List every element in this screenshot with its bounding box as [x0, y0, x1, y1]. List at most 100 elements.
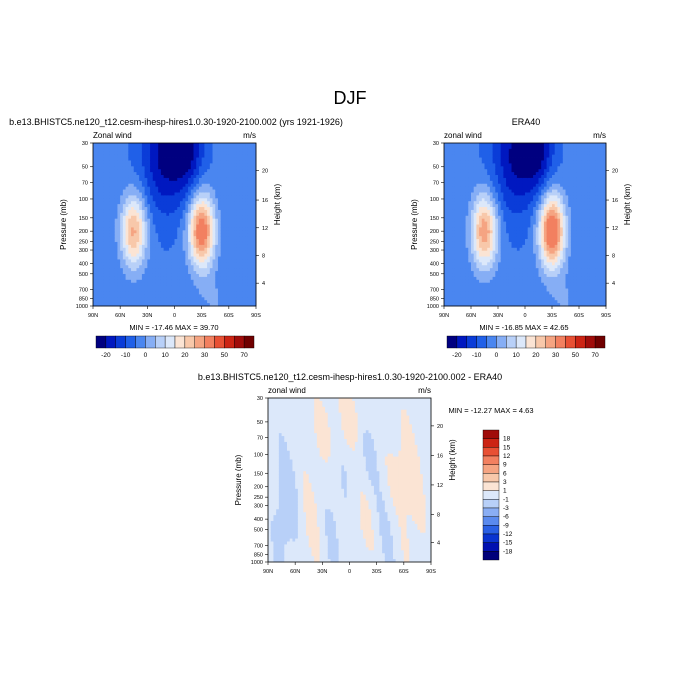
panel-era40-cell	[444, 256, 448, 260]
panel-era40-cell	[481, 218, 485, 222]
panel-model-cell	[223, 160, 227, 164]
panel-model-cell	[103, 285, 107, 289]
panel-model-cell	[125, 169, 129, 173]
panel-model-cell	[103, 195, 107, 199]
panel-model-cell	[117, 291, 121, 295]
panel-era40-cell	[468, 212, 472, 217]
panel-model-cell	[190, 285, 194, 289]
panel-era40-cell	[465, 230, 469, 234]
panel-model-cell	[209, 183, 213, 188]
panel-model-cell	[239, 265, 243, 269]
panel-model-cell	[234, 224, 238, 228]
panel-model-cell	[103, 218, 107, 222]
panel-model-cell	[223, 224, 227, 228]
panel-model-cell	[106, 189, 110, 193]
panel-model-cell	[114, 236, 118, 240]
panel-model-cell	[101, 224, 105, 228]
panel-era40-cell	[506, 227, 510, 231]
panel-model-cell	[220, 244, 224, 249]
panel-model-cell	[93, 291, 97, 295]
panel-era40-cell	[498, 265, 502, 269]
panel-model-cell	[220, 198, 224, 202]
panel-era40-cell	[471, 256, 475, 260]
panel-model-cell	[177, 271, 181, 275]
panel-model-cell	[215, 148, 219, 153]
panel-era40-cell	[484, 294, 488, 298]
panel-model-cell	[236, 207, 241, 211]
panel-model-cell	[236, 166, 241, 170]
panel-model-cell	[250, 209, 254, 214]
panel-era40-cell	[516, 172, 520, 176]
panel-model-cell	[209, 204, 213, 208]
panel-model-cell	[177, 177, 181, 182]
panel-model-cell	[217, 189, 222, 193]
panel-model-cell	[120, 291, 124, 295]
panel-model-cell	[182, 151, 186, 156]
panel-era40-cell	[452, 154, 456, 158]
panel-era40-cell	[487, 300, 491, 304]
panel-era40-cell	[489, 183, 493, 188]
panel-model-cell	[114, 262, 118, 266]
panel-model-cell	[182, 224, 186, 228]
panel-era40-cell	[511, 218, 515, 222]
panel-model-cell	[152, 145, 156, 150]
panel-era40-cell	[471, 273, 475, 278]
panel-era40-cell	[506, 218, 510, 222]
panel-era40-cell	[465, 247, 469, 252]
panel-era40-cell	[468, 259, 472, 263]
panel-model-cell	[223, 230, 227, 234]
panel-era40-cell	[506, 180, 510, 185]
panel-model-cell	[141, 143, 146, 147]
panel-era40-cell	[516, 244, 520, 249]
panel-model-cell	[185, 297, 189, 301]
panel-era40-cell	[500, 230, 504, 234]
panel-model-cell	[234, 221, 238, 225]
panel-era40-cell	[503, 294, 507, 298]
panel-model-cell	[112, 239, 116, 243]
panel-model-cell	[131, 279, 135, 284]
panel-era40-cell	[444, 247, 448, 252]
panel-model-cell	[106, 215, 110, 220]
panel-model-cell	[112, 180, 116, 185]
panel-era40-cell	[452, 169, 456, 173]
panel-model-cell	[112, 145, 116, 150]
panel-model-cell	[101, 294, 105, 298]
panel-era40-cell	[489, 163, 493, 167]
panel-model-cell	[239, 189, 243, 193]
panel-model-cell	[253, 294, 257, 298]
panel-era40-cell	[508, 148, 512, 153]
panel-era40-cell	[468, 145, 472, 150]
panel-era40-cell	[481, 291, 485, 295]
panel-model-cell	[120, 209, 124, 214]
panel-era40-cell	[465, 259, 469, 263]
panel-model-cell	[98, 265, 102, 269]
panel-era40-cell	[446, 262, 450, 266]
panel-era40-cell	[457, 279, 461, 284]
panel-model-cell	[188, 151, 192, 156]
panel-model-cell	[179, 291, 184, 295]
panel-model-cell	[150, 180, 154, 185]
panel-model-cell	[174, 163, 178, 167]
panel-era40-cell	[503, 285, 507, 289]
panel-model-cell	[122, 218, 126, 222]
panel-era40-cell	[460, 160, 464, 164]
panel-model-cell	[223, 195, 227, 199]
panel-model-cell	[133, 160, 137, 164]
panel-model-cell	[193, 148, 197, 153]
panel-model-cell	[223, 265, 227, 269]
panel-model-cell	[250, 204, 254, 208]
panel-era40-cell	[457, 154, 461, 158]
panel-model-cell	[179, 189, 184, 193]
panel-model-cell	[215, 244, 219, 249]
panel-model-cell	[98, 177, 102, 182]
panel-model-cell	[95, 160, 99, 164]
panel-model-cell	[239, 256, 243, 260]
panel-model-cell	[150, 151, 154, 156]
panel-model-cell	[171, 224, 175, 228]
panel-model-cell	[109, 221, 113, 225]
panel-era40-cell	[487, 183, 491, 188]
panel-era40-cell	[479, 250, 483, 255]
panel-model-cell	[101, 253, 105, 257]
panel-model-cell	[93, 233, 97, 237]
panel-model-cell	[212, 177, 216, 182]
